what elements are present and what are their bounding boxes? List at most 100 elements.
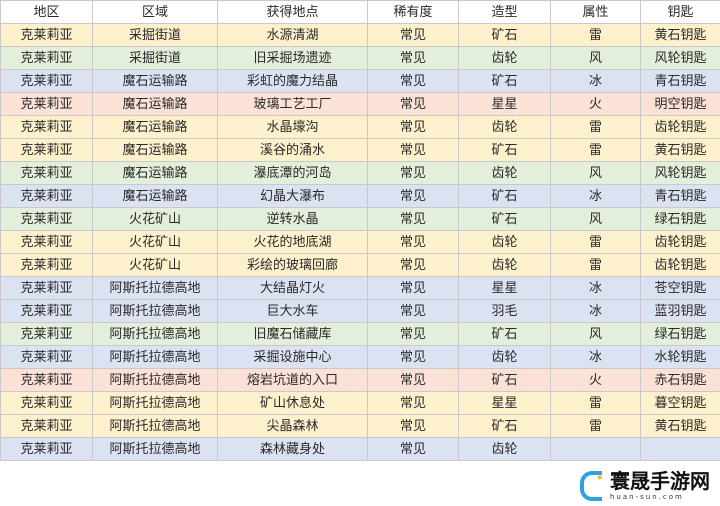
table-row: 克莱莉亚 火花矿山 逆转水晶 常见 矿石风绿石钥匙 [0,207,720,231]
cell-location: 采掘设施中心 [217,345,368,369]
cell-rarity: 常见 [367,322,459,346]
cell-rarity: 常见 [367,138,459,162]
cell-region: 克莱莉亚 [0,23,93,47]
cell-key: 青石钥匙 [640,184,720,208]
table-row: 克莱莉亚 魔石运输路 水晶壕沟 常见 齿轮雷齿轮钥匙 [0,115,720,139]
cell-attribute: 雷 [550,253,641,277]
cell-key: 苍空钥匙 [640,276,720,300]
cell-key: 明空钥匙 [640,92,720,116]
table-row: 克莱莉亚 阿斯托拉德高地 旧魔石储藏库 常见 矿石风绿石钥匙 [0,322,720,346]
cell-area: 阿斯托拉德高地 [92,368,218,392]
cell-rarity: 常见 [367,368,459,392]
cell-attribute: 冰 [550,299,641,323]
cell-shape: 齿轮 [458,115,551,139]
cell-shape: 矿石 [458,138,551,162]
cell-area: 阿斯托拉德高地 [92,345,218,369]
cell-shape: 齿轮 [458,437,551,461]
header-shape: 造型 [458,0,551,24]
cell-rarity: 常见 [367,23,459,47]
cell-rarity: 常见 [367,276,459,300]
cell-key: 黄石钥匙 [640,138,720,162]
cell-rarity: 常见 [367,115,459,139]
cell-area: 火花矿山 [92,230,218,254]
header-region: 地区 [0,0,93,24]
cell-region: 克莱莉亚 [0,391,93,415]
cell-shape: 齿轮 [458,253,551,277]
cell-key: 绿石钥匙 [640,207,720,231]
cell-region: 克莱莉亚 [0,115,93,139]
cell-attribute: 雷 [550,230,641,254]
key-location-table: 地区 区域 获得地点 稀有度 造型 属性 钥匙 克莱莉亚 采掘街道 水源清湖 常见 矿石雷黄石钥匙克… [0,0,720,461]
cell-attribute: 风 [550,207,641,231]
cell-area: 魔石运输路 [92,184,218,208]
cell-key: 齿轮钥匙 [640,115,720,139]
cell-area: 火花矿山 [92,253,218,277]
cell-key: 风轮钥匙 [640,46,720,70]
cell-attribute: 风 [550,161,641,185]
table-row: 克莱莉亚 采掘街道 水源清湖 常见 矿石雷黄石钥匙 [0,23,720,47]
cell-key: 蓝羽钥匙 [640,299,720,323]
cell-attribute: 雷 [550,414,641,438]
cell-area: 魔石运输路 [92,69,218,93]
cell-rarity: 常见 [367,414,459,438]
cell-region: 克莱莉亚 [0,345,93,369]
cell-rarity: 常见 [367,207,459,231]
cell-shape: 星星 [458,276,551,300]
cell-rarity: 常见 [367,345,459,369]
cell-shape: 矿石 [458,368,551,392]
header-location: 获得地点 [217,0,368,24]
cell-region: 克莱莉亚 [0,253,93,277]
table-row: 克莱莉亚 魔石运输路 玻璃工艺工厂 常见 星星火明空钥匙 [0,92,720,116]
cell-shape: 矿石 [458,322,551,346]
table-row: 克莱莉亚 阿斯托拉德高地 熔岩坑道的入口 常见 矿石火赤石钥匙 [0,368,720,392]
cell-location: 大结晶灯火 [217,276,368,300]
cell-key: 齿轮钥匙 [640,230,720,254]
cell-area: 火花矿山 [92,207,218,231]
cell-attribute: 风 [550,322,641,346]
table-row: 克莱莉亚 采掘街道 旧采掘场遗迹 常见 齿轮风风轮钥匙 [0,46,720,70]
cell-attribute: 风 [550,46,641,70]
header-row: 地区 区域 获得地点 稀有度 造型 属性 钥匙 [0,0,720,24]
table-row: 克莱莉亚 魔石运输路 幻晶大瀑布 常见 矿石冰青石钥匙 [0,184,720,208]
cell-region: 克莱莉亚 [0,138,93,162]
cell-shape: 矿石 [458,23,551,47]
cell-location: 瀑底潭的河岛 [217,161,368,185]
cell-attribute: 冰 [550,184,641,208]
cell-region: 克莱莉亚 [0,299,93,323]
cell-shape: 齿轮 [458,161,551,185]
cell-rarity: 常见 [367,184,459,208]
cell-shape: 矿石 [458,414,551,438]
header-rarity: 稀有度 [367,0,459,24]
cell-key: 赤石钥匙 [640,368,720,392]
cell-location: 水晶壕沟 [217,115,368,139]
cell-attribute: 冰 [550,276,641,300]
cell-key: 青石钥匙 [640,69,720,93]
cell-attribute [550,437,641,461]
cell-key: 黄石钥匙 [640,414,720,438]
cell-rarity: 常见 [367,92,459,116]
cell-shape: 羽毛 [458,299,551,323]
cell-attribute: 雷 [550,391,641,415]
cell-area: 采掘街道 [92,23,218,47]
cell-location: 彩绘的玻璃回廊 [217,253,368,277]
cell-shape: 矿石 [458,207,551,231]
cell-shape: 星星 [458,92,551,116]
cell-shape: 齿轮 [458,46,551,70]
cell-rarity: 常见 [367,391,459,415]
cell-region: 克莱莉亚 [0,368,93,392]
cell-rarity: 常见 [367,253,459,277]
cell-key: 黄石钥匙 [640,23,720,47]
cell-rarity: 常见 [367,299,459,323]
cell-location: 逆转水晶 [217,207,368,231]
cell-shape: 矿石 [458,184,551,208]
cell-attribute: 雷 [550,23,641,47]
cell-attribute: 冰 [550,345,641,369]
header-area: 区域 [92,0,218,24]
cell-shape: 星星 [458,391,551,415]
table-row: 克莱莉亚 阿斯托拉德高地 森林藏身处 常见 齿轮 [0,437,720,461]
cell-location: 幻晶大瀑布 [217,184,368,208]
cell-rarity: 常见 [367,69,459,93]
cell-rarity: 常见 [367,46,459,70]
cell-location: 火花的地底湖 [217,230,368,254]
cell-key: 齿轮钥匙 [640,253,720,277]
